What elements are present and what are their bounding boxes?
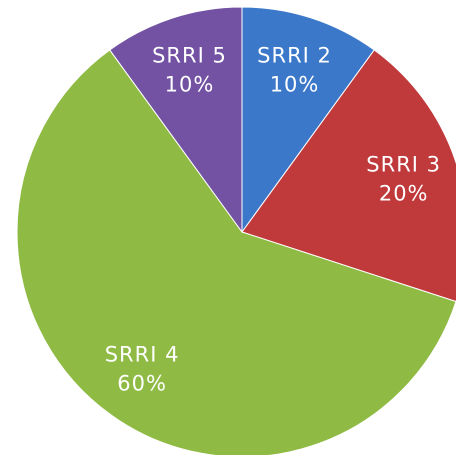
slice-value-label: 60%	[117, 372, 167, 396]
pie-slice	[109, 6, 243, 234]
slice-label: SRRI 5	[152, 43, 227, 67]
slice-label: SRRI 4	[105, 343, 180, 367]
slice-value-label: 20%	[379, 181, 429, 205]
pie-slice	[16, 49, 456, 455]
slice-value-label: 10%	[270, 72, 320, 96]
slice-label: SRRI 2	[257, 43, 332, 67]
slice-value-label: 10%	[165, 72, 215, 96]
pie-slice	[241, 6, 375, 234]
slice-label: SRRI 3	[366, 152, 441, 176]
